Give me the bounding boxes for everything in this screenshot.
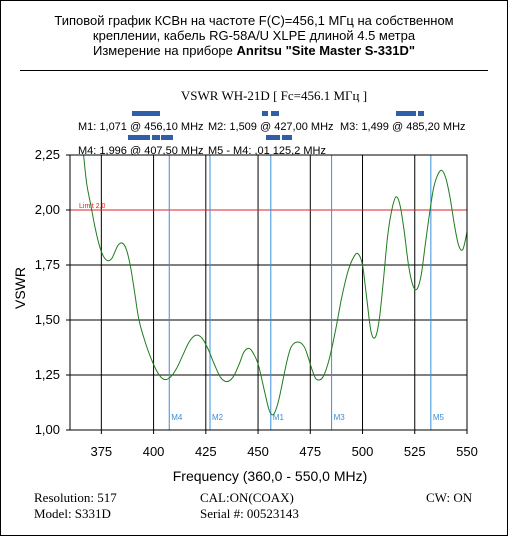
header-line-3-instrument: Anritsu "Site Master S-331D": [236, 43, 416, 58]
header-line-3-prefix: Измерение на приборе: [92, 43, 237, 58]
y-tick-label: 2,00: [34, 202, 60, 217]
x-tick-label: 400: [142, 444, 165, 459]
marker-bar-m4-c: [161, 135, 173, 140]
marker-label-m3: M3: [334, 413, 346, 422]
marker-label-m1: M1: [273, 413, 285, 422]
marker-bar-m3-a: [396, 111, 416, 116]
marker-bar-m2-b: [271, 111, 279, 116]
header-divider: [20, 70, 488, 71]
y-tick-label: 1,75: [34, 257, 60, 272]
x-tick-label: 475: [299, 444, 322, 459]
marker-bars: [128, 111, 424, 140]
marker-bar-m2-a: [262, 111, 268, 116]
x-axis-label: Frequency (360,0 - 550,0 MHz): [172, 468, 368, 484]
serial-text: Serial #: 00523143: [200, 506, 299, 521]
y-tick-label: 2,25: [34, 147, 60, 162]
marker-label-m5: M5: [433, 413, 445, 422]
marker-bar-m3-b: [418, 111, 424, 116]
marker-bar-m5-a: [266, 135, 280, 140]
marker-lines: M4 M2 M1 M3 M5: [168, 155, 445, 430]
marker-bar-m1: [132, 111, 160, 116]
marker-readout-m3: M3: 1,499 @ 485,20 MHz: [340, 121, 466, 133]
marker-readout-m1: M1: 1,071 @ 456,10 MHz: [78, 121, 204, 133]
header-line-3: Измерение на приборе Anritsu "Site Maste…: [0, 43, 508, 59]
marker-readout-m4: M4: 1,996 @ 407,50 MHz: [78, 145, 204, 157]
x-tick-label: 425: [194, 444, 217, 459]
grid: [66, 154, 468, 434]
cw-text: CW: ON: [426, 490, 473, 505]
limit-label: Limit 2,0: [79, 203, 106, 210]
model-text: Model: S331D: [34, 506, 111, 521]
vswr-trace-group: [83, 154, 468, 416]
calibration-text: CAL:ON(COAX): [200, 490, 294, 505]
marker-readout-m5: M5 - M4: ,01 125,2 MHz: [208, 145, 326, 157]
marker-bar-m4-b: [152, 135, 160, 140]
marker-readout-m2: M2: 1,509 @ 427,00 MHz: [208, 121, 334, 133]
plot-border: [69, 154, 468, 431]
x-tick-label: 525: [403, 444, 426, 459]
limit-line-group: Limit 2,0: [70, 203, 467, 211]
header-line-1: Типовой график КСВн на частоте F(C)=456,…: [54, 13, 454, 28]
y-tick-label: 1,25: [34, 367, 60, 382]
marker-label-m4: M4: [171, 413, 183, 422]
x-tick-label: 375: [90, 444, 113, 459]
header-line-2: креплении, кабель RG-58A/U XLPE длиной 4…: [92, 28, 416, 43]
marker-bar-m5-b: [282, 135, 292, 140]
marker-label-m2: M2: [212, 413, 224, 422]
resolution-text: Resolution: 517: [34, 490, 117, 505]
y-tick-label: 1,50: [34, 312, 60, 327]
y-tick-label: 1,00: [34, 422, 60, 437]
x-tick-label: 450: [247, 444, 269, 459]
x-tick-label: 550: [456, 444, 478, 459]
y-axis-label: VSWR: [12, 267, 28, 309]
vswr-trace: [83, 154, 468, 416]
chart-title: VSWR WH-21D [ Fc=456.1 МГц ]: [180, 88, 368, 103]
marker-bar-m4-a: [128, 135, 150, 140]
x-tick-label: 500: [351, 444, 374, 459]
